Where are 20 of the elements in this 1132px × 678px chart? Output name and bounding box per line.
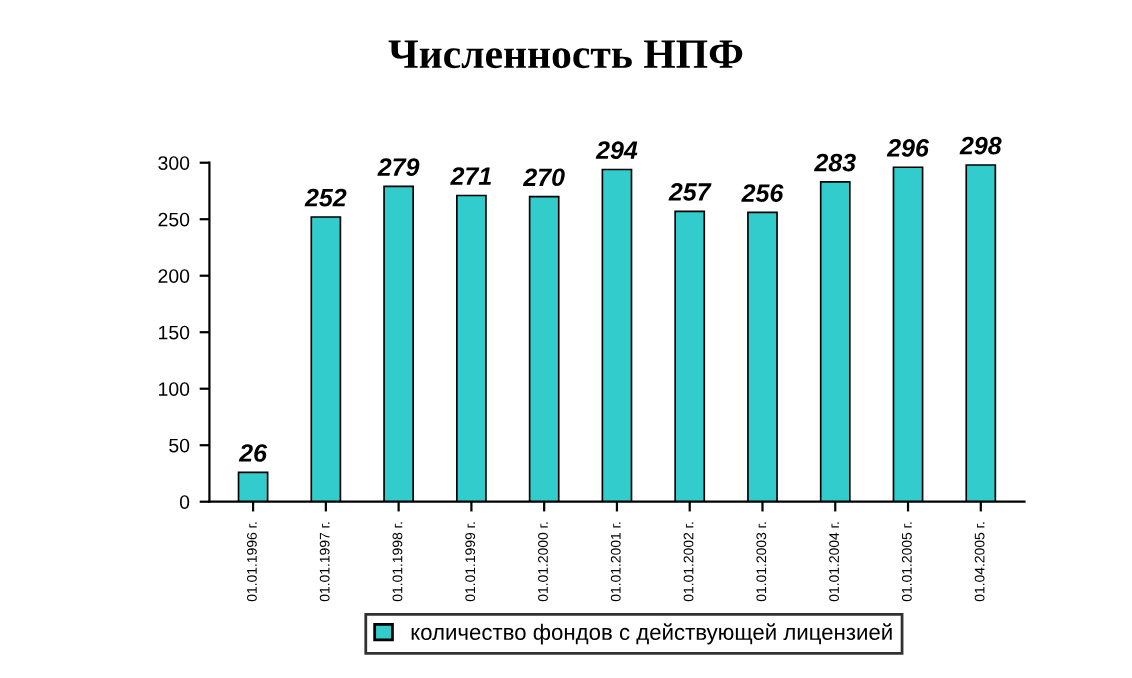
data-label: 252 (304, 188, 347, 207)
data-label: 257 (668, 183, 712, 201)
y-tick-label: 250 (158, 212, 190, 227)
data-label: 296 (886, 139, 930, 157)
y-tick-label: 150 (159, 325, 190, 340)
y-tick-label: 300 (158, 156, 190, 170)
data-label: 271 (450, 167, 491, 185)
data-label: 26 (238, 444, 268, 462)
data-label: 298 (959, 136, 1002, 155)
chart-title: Численность НПФ (388, 40, 743, 69)
data-label: 256 (741, 184, 784, 202)
data-label: 283 (814, 153, 856, 172)
y-tick-label: 50 (169, 438, 190, 453)
data-label: 279 (377, 158, 420, 176)
y-tick-label: 0 (179, 495, 190, 509)
y-tick-label: 100 (159, 382, 190, 396)
y-tick-label: 200 (158, 269, 190, 283)
legend-label: количество фондов с действующей лицензией (411, 623, 892, 645)
data-label: 294 (595, 141, 638, 159)
data-label: 270 (522, 168, 565, 187)
